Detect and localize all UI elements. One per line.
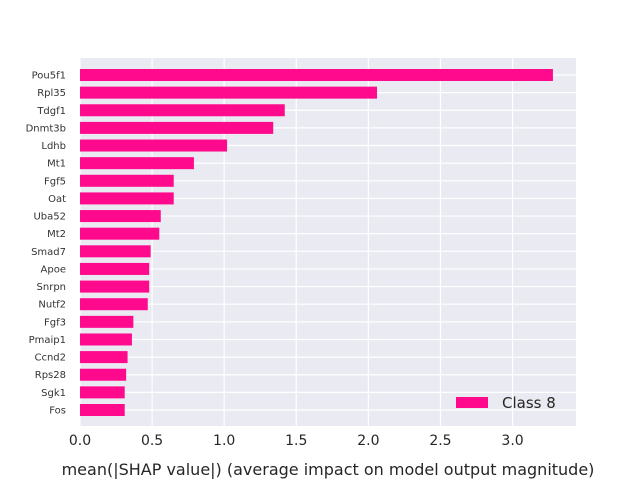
y-tick-label: Rpl35 [37,88,66,99]
bar-ccnd2 [80,351,128,364]
legend-label: Class 8 [502,394,556,412]
bar-rps28 [80,368,127,381]
y-tick-label: Snrpn [37,282,66,293]
x-tick-labels: 0.0 0.5 1.0 1.5 2.0 2.5 3.0 [69,433,524,449]
y-tick-label: Ccnd2 [34,353,66,364]
bar-nutf2 [80,298,148,311]
bar-dnmt3b [80,121,274,134]
legend: Class 8 [456,394,556,412]
y-tick-label: Mt2 [47,229,66,240]
y-tick-label: Pou5f1 [32,71,66,82]
x-tick-label: 1.0 [213,433,235,449]
y-tick-label: Fgf3 [44,317,66,328]
bar-smad7 [80,245,151,258]
y-tick-label: Apoe [41,264,66,275]
bar-snrpn [80,280,150,293]
x-tick-label: 2.0 [357,433,379,449]
bar-apoe [80,262,150,275]
y-tick-label: Dnmt3b [26,123,66,134]
y-tick-label: Tdgf1 [36,106,66,117]
bar-uba52 [80,210,161,223]
bar-fos [80,404,125,416]
y-tick-label: Uba52 [33,212,66,223]
bar-tdgf1 [80,104,285,117]
y-tick-label: Rps28 [35,370,66,381]
y-tick-label: Sgk1 [41,388,66,399]
bar-mt2 [80,227,160,240]
bar-rpl35 [80,86,378,99]
bar-mt1 [80,157,194,170]
bar-pou5f1 [80,69,553,81]
x-tick-label: 0.5 [141,433,163,449]
y-tick-label: Fos [49,406,66,417]
y-tick-labels: Pou5f1 Rpl35 Tdgf1 Dnmt3b Ldhb Mt1 Fgf5 Oat Uba5… [26,71,66,417]
x-tick-label: 1.5 [285,433,307,449]
y-tick-label: Ldhb [41,141,66,152]
bar-ldhb [80,139,228,152]
plot-background [80,58,576,426]
x-tick-label: 0.0 [69,433,91,449]
x-tick-label: 2.5 [429,433,451,449]
y-tick-label: Nutf2 [38,300,66,311]
bar-fgf5 [80,174,174,187]
y-tick-label: Mt1 [47,159,66,170]
bar-sgk1 [80,386,125,399]
x-axis-label: mean(|SHAP value|) (average impact on mo… [62,460,595,479]
bar-pmaip1 [80,333,132,346]
bar-oat [80,192,174,205]
y-tick-label: Smad7 [31,247,66,258]
x-tick-label: 3.0 [501,433,523,449]
y-tick-label: Pmaip1 [29,335,66,346]
bar-fgf3 [80,315,134,328]
y-tick-label: Fgf5 [44,176,66,187]
y-tick-label: Oat [48,194,66,205]
bars [80,69,553,416]
legend-swatch [456,397,488,408]
